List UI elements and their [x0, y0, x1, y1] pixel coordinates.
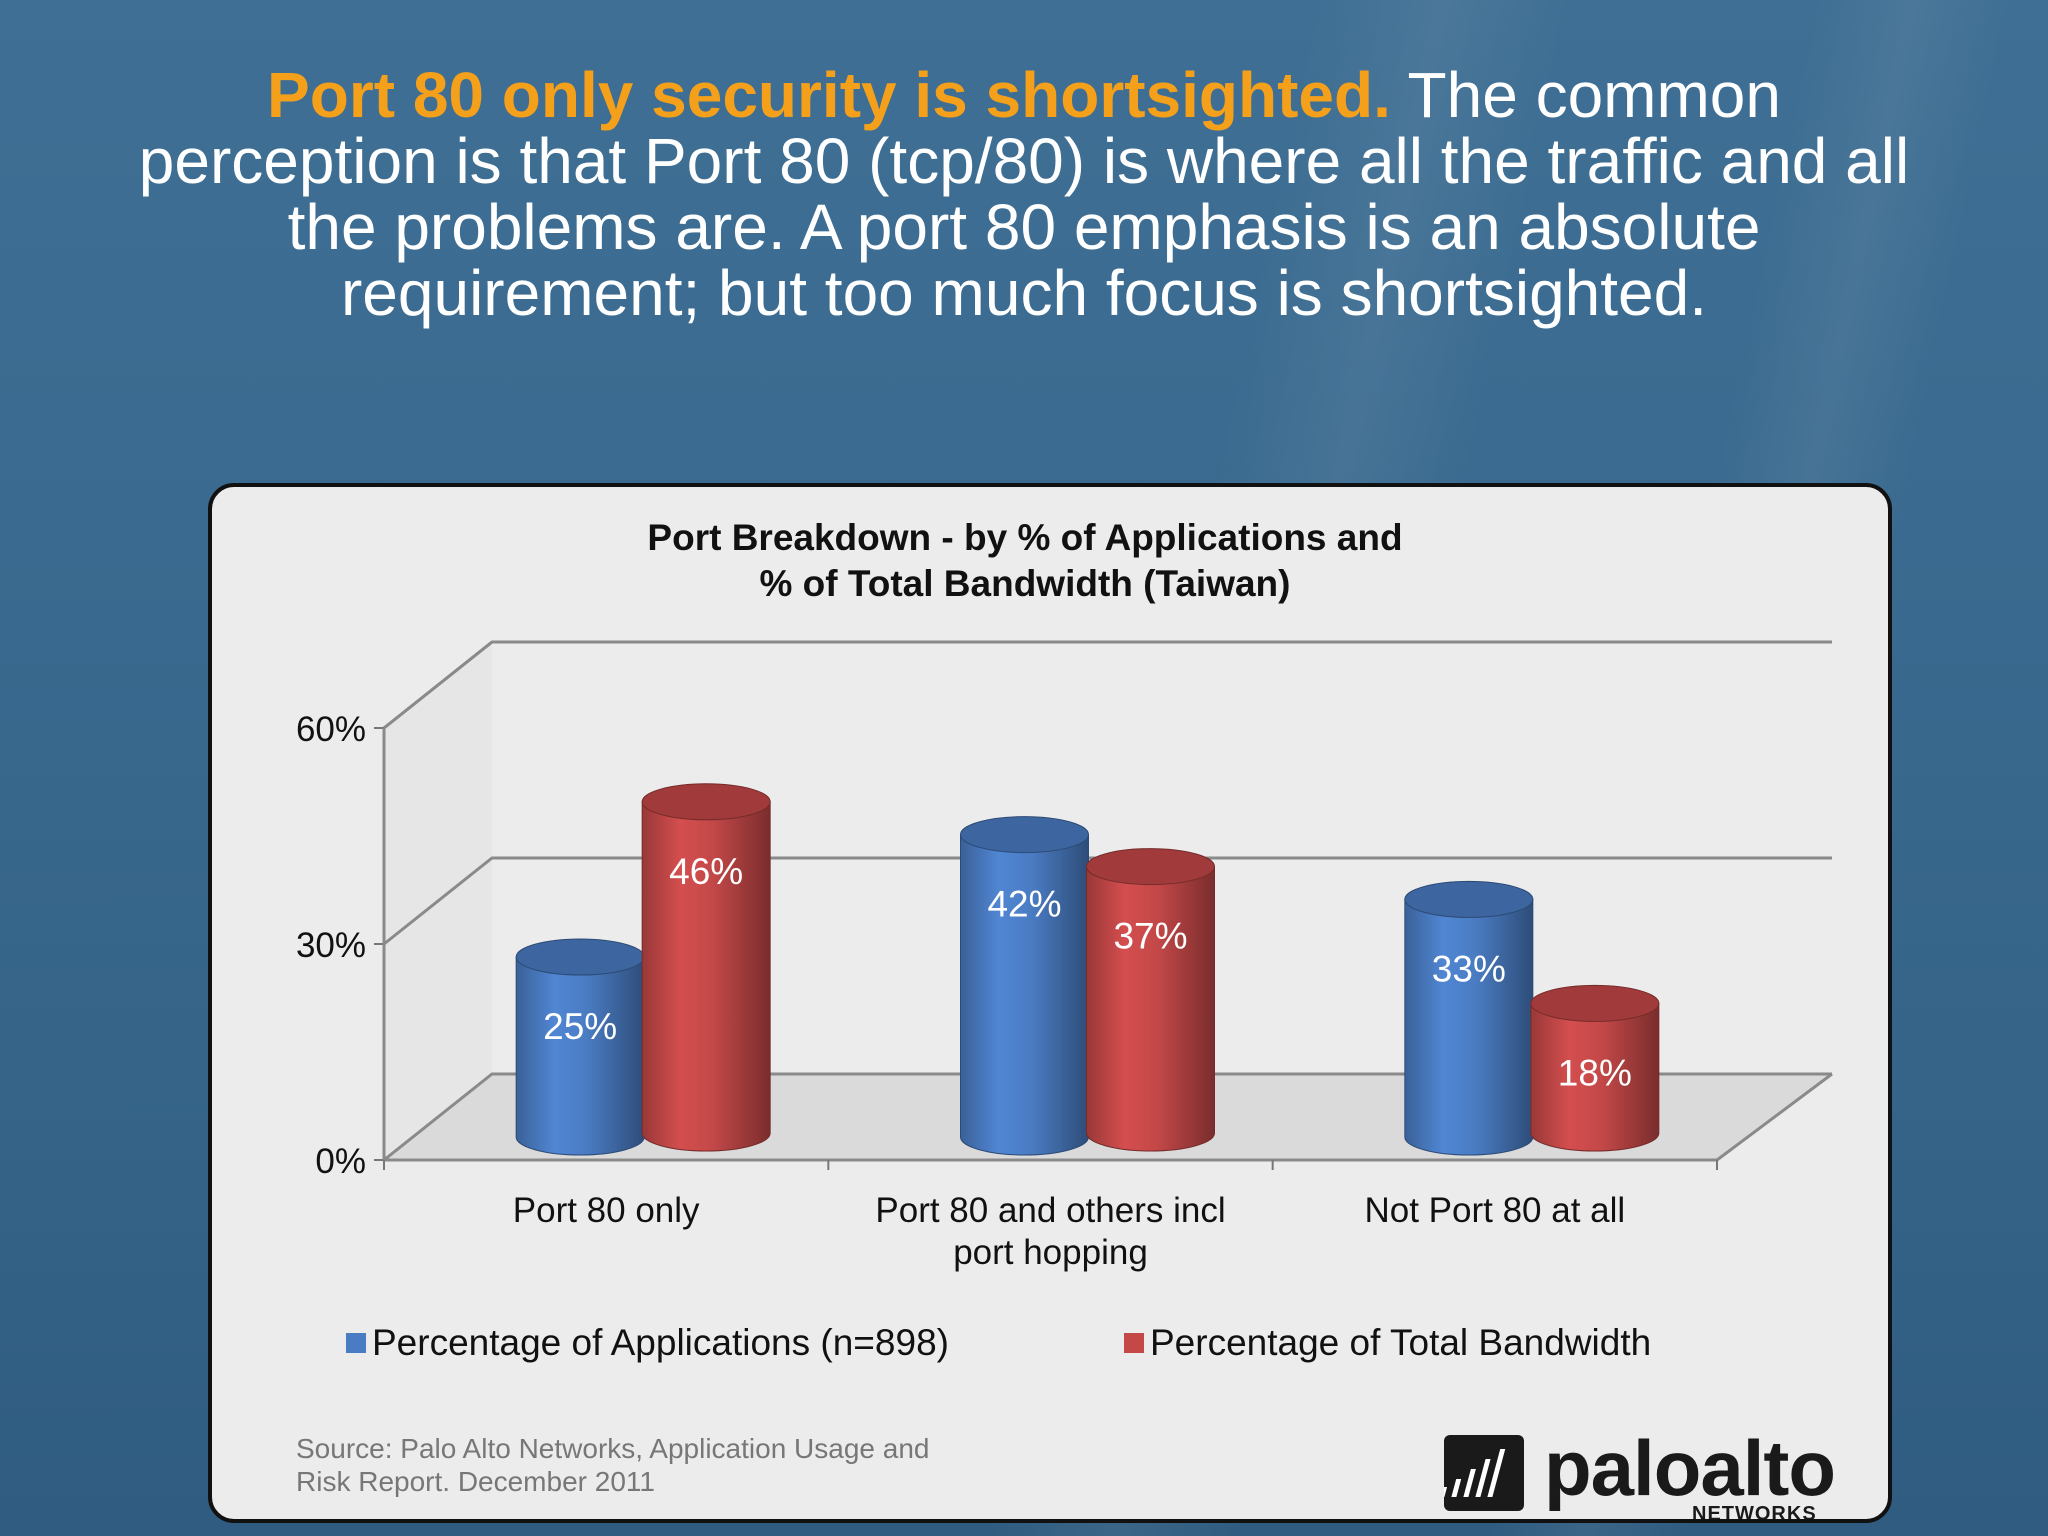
- chart-title: Port Breakdown - by % of Applications an…: [212, 515, 1838, 607]
- data-label: 33%: [1432, 948, 1506, 989]
- headline-line-4: requirement; but too much focus is short…: [340, 257, 1708, 329]
- headline-line-1: Port 80 only security is shortsighted. T…: [60, 62, 1988, 128]
- data-label: 25%: [543, 1006, 617, 1047]
- bar-chart: 0% 30% 60% 25% 46% 42% 37% 33% 18% Port 80 only Po…: [296, 640, 1833, 1272]
- chart-title-line-1: Port Breakdown - by % of Applications an…: [647, 517, 1403, 558]
- headline-line-2: perception is that Port 80 (tcp/80) is w…: [138, 125, 1910, 197]
- bar-top-bandwidth-0: [641, 783, 771, 821]
- legend-item-bandwidth: Percentage of Total Bandwidth: [1124, 1322, 1651, 1364]
- source-line-2: Risk Report. December 2011: [296, 1466, 655, 1497]
- legend-swatch-bandwidth: [1124, 1333, 1144, 1353]
- chart-panel: Port Breakdown - by % of Applications an…: [208, 483, 1892, 1523]
- headline-line-3: the problems are. A port 80 emphasis is …: [287, 191, 1761, 263]
- chart-title-line-2: % of Total Bandwidth (Taiwan): [759, 563, 1291, 604]
- bar-top-applications-0: [515, 938, 645, 976]
- slide-headline: Port 80 only security is shortsighted. T…: [60, 62, 1988, 326]
- y-tick-label: 30%: [296, 926, 366, 965]
- headline-line1-rest: The common: [1407, 59, 1781, 131]
- bar-top-applications-2: [1404, 880, 1534, 918]
- legend-swatch-applications: [346, 1333, 366, 1353]
- logo-wordmark: paloalto: [1544, 1424, 1836, 1512]
- source-line-1: Source: Palo Alto Networks, Application …: [296, 1433, 930, 1464]
- logo-mark-icon: [1439, 1435, 1524, 1511]
- data-label: 18%: [1558, 1052, 1632, 1093]
- data-label: 37%: [1113, 916, 1187, 957]
- bar-bandwidth-1: [1086, 866, 1215, 1152]
- y-tick-label: 60%: [296, 710, 366, 749]
- floor-back-edge: [383, 1072, 1832, 1162]
- floor-right-edge: [1716, 1072, 1833, 1162]
- y-tick-label: 0%: [315, 1142, 366, 1181]
- logo-subtitle: NETWORKS: [1692, 1503, 1817, 1523]
- legend-label-applications: Percentage of Applications (n=898): [372, 1322, 949, 1363]
- x-category-label: Not Port 80 at all: [1364, 1191, 1625, 1230]
- x-category-label: Port 80 and others incl: [875, 1191, 1225, 1230]
- bar-applications-1: [960, 834, 1089, 1156]
- x-category-label: Port 80 only: [513, 1191, 700, 1230]
- gridline: [383, 856, 1832, 946]
- side-top-edge: [383, 640, 493, 730]
- x-category-label: port hopping: [953, 1233, 1148, 1272]
- paloalto-logo: paloalto NETWORKS: [1439, 1424, 1844, 1519]
- bar-applications-2: [1404, 898, 1534, 1156]
- legend-item-applications: Percentage of Applications (n=898): [346, 1322, 949, 1364]
- bar-bandwidth-0: [641, 801, 771, 1152]
- bar-bandwidth-2: [1530, 1002, 1660, 1152]
- bar-applications-0: [515, 956, 645, 1156]
- data-label: 46%: [669, 851, 743, 892]
- bar-top-applications-1: [960, 816, 1089, 854]
- bar-top-bandwidth-2: [1530, 984, 1660, 1022]
- headline-accent: Port 80 only security is shortsighted.: [267, 59, 1391, 131]
- data-label: 42%: [987, 884, 1061, 925]
- legend-label-bandwidth: Percentage of Total Bandwidth: [1150, 1322, 1652, 1363]
- bar-top-bandwidth-1: [1086, 848, 1215, 886]
- source-note: Source: Palo Alto Networks, Application …: [296, 1432, 996, 1498]
- chart-legend: Percentage of Applications (n=898) Perce…: [212, 1322, 1888, 1372]
